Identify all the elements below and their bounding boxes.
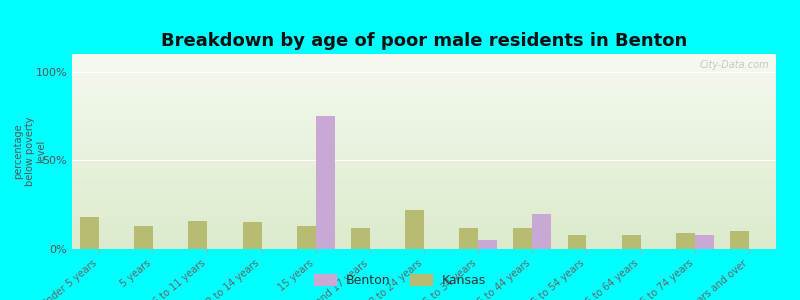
Bar [316, 116, 334, 249]
Bar [532, 214, 551, 249]
Bar [351, 228, 370, 249]
Bar [622, 235, 641, 249]
Bar [567, 235, 586, 249]
Bar [514, 228, 532, 249]
Title: Breakdown by age of poor male residents in Benton: Breakdown by age of poor male residents … [161, 32, 687, 50]
Bar [242, 222, 262, 249]
Bar [189, 220, 207, 249]
Bar [478, 240, 497, 249]
Legend: Benton, Kansas: Benton, Kansas [310, 270, 490, 291]
Bar [297, 226, 316, 249]
Bar [134, 226, 154, 249]
Bar [694, 235, 714, 249]
Bar [676, 233, 694, 249]
Text: City-Data.com: City-Data.com [699, 60, 769, 70]
Y-axis label: percentage
below poverty
level: percentage below poverty level [14, 117, 46, 186]
Bar [80, 217, 99, 249]
Bar [730, 231, 749, 249]
Bar [405, 210, 424, 249]
Bar [459, 228, 478, 249]
